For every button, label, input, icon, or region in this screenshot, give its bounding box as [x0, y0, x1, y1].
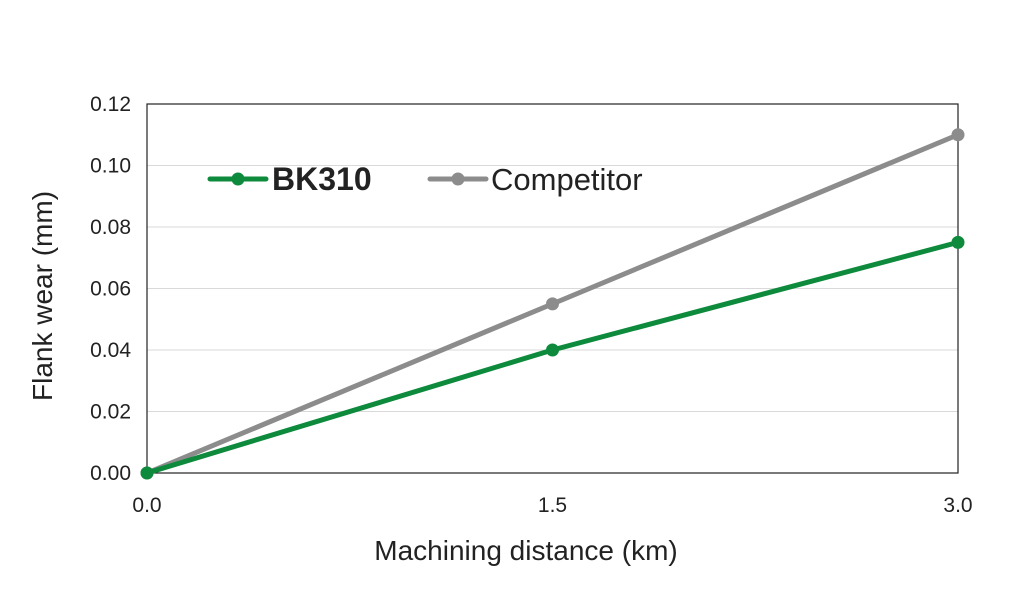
data-point-bk310 — [140, 466, 154, 480]
series-line-bk310 — [144, 239, 961, 476]
legend-label: BK310 — [272, 161, 372, 197]
y-tick-label: 0.00 — [90, 462, 131, 485]
y-tick-label: 0.08 — [90, 216, 131, 239]
x-axis-title: Machining distance (km) — [374, 535, 677, 566]
data-point-competitor — [951, 128, 965, 142]
y-tick-label: 0.04 — [90, 339, 131, 362]
x-tick-labels: 0.0 1.5 3.0 — [132, 494, 972, 517]
x-tick-label: 0.0 — [132, 494, 161, 517]
gridlines — [147, 165, 958, 412]
x-tick-label: 1.5 — [538, 494, 567, 517]
y-tick-label: 0.06 — [90, 278, 131, 301]
data-point-competitor — [546, 297, 559, 311]
plot-frame — [146, 103, 959, 474]
x-tick-label: 3.0 — [943, 494, 972, 517]
y-tick-label: 0.12 — [90, 93, 131, 116]
legend-swatch-marker — [451, 172, 465, 186]
legend-label: Competitor — [491, 162, 643, 197]
data-point-bk310 — [951, 235, 965, 249]
series-lines — [140, 128, 965, 480]
y-tick-label: 0.02 — [90, 401, 131, 424]
series-bk310 — [140, 235, 965, 480]
legend-item-bk310: BK310 — [207, 161, 372, 197]
y-tick-labels: 0.00 0.02 0.04 0.06 0.08 0.10 0.12 — [90, 93, 131, 485]
legend: BK310 Competitor — [207, 161, 643, 197]
y-tick-label: 0.10 — [90, 155, 131, 178]
legend-item-competitor: Competitor — [427, 162, 643, 197]
y-axis-title: Flank wear (mm) — [27, 191, 58, 401]
legend-swatch-marker — [231, 172, 245, 186]
data-point-bk310 — [546, 343, 559, 357]
